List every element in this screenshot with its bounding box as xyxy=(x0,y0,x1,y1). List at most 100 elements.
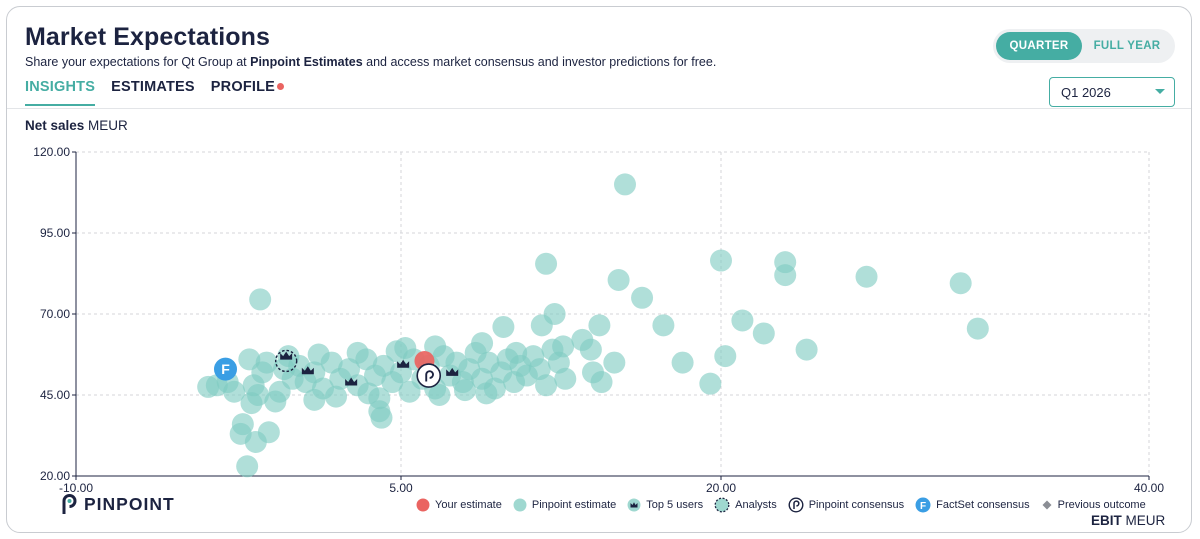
estimate-point xyxy=(535,374,558,397)
subtitle-text-post: and access market consensus and investor… xyxy=(362,55,717,69)
analysts-marker xyxy=(274,349,298,373)
estimate-point xyxy=(966,317,989,340)
estimate-point xyxy=(752,322,775,345)
full-year-toggle-button[interactable]: FULL YEAR xyxy=(1093,40,1161,52)
legend-item-factset-consensus: F FactSet consensus xyxy=(915,497,1030,513)
estimate-point xyxy=(385,340,408,363)
x-tick-label: 40.00 xyxy=(1134,481,1164,495)
legend-label: Pinpoint estimate xyxy=(531,499,617,511)
pinpoint-logo-text: PINPOINT xyxy=(84,493,175,514)
svg-text:F: F xyxy=(920,501,926,512)
estimate-point xyxy=(855,265,878,288)
estimate-point xyxy=(590,371,613,394)
y-tick-label: 20.00 xyxy=(40,469,70,483)
estimate-point xyxy=(257,421,280,444)
estimate-point xyxy=(357,382,380,405)
estimate-point xyxy=(543,303,566,325)
x-tick-label: 5.00 xyxy=(389,481,413,495)
estimate-point xyxy=(714,345,737,368)
pinpoint-logo-icon xyxy=(62,494,77,514)
estimate-point xyxy=(492,315,515,338)
y-axis-label-unit: MEUR xyxy=(84,118,128,133)
estimate-point xyxy=(949,272,972,295)
estimate-point xyxy=(710,249,732,272)
legend-label: Pinpoint consensus xyxy=(808,499,905,511)
x-tick-label: -10.00 xyxy=(59,481,93,495)
page-subtitle: Share your expectations for Qt Group at … xyxy=(25,55,716,69)
dashed-circle-icon xyxy=(714,497,730,513)
subtitle-link-pinpoint-estimates[interactable]: Pinpoint Estimates xyxy=(250,55,363,69)
period-toggle: QUARTER FULL YEAR xyxy=(993,29,1175,63)
estimate-point xyxy=(424,335,447,358)
estimate-point xyxy=(303,388,326,411)
top-user-crown-icon xyxy=(397,359,410,368)
estimate-point xyxy=(535,252,558,275)
estimate-point xyxy=(370,406,393,429)
tab-estimates[interactable]: ESTIMATES xyxy=(111,79,195,95)
estimate-point xyxy=(471,332,494,355)
top-user-crown-icon xyxy=(280,351,293,360)
y-tick-label: 45.00 xyxy=(40,388,70,402)
estimate-point xyxy=(303,361,326,384)
estimate-point xyxy=(372,354,395,377)
crown-icon xyxy=(627,498,641,512)
top-user-crown-icon xyxy=(345,377,358,386)
estimate-point xyxy=(346,341,369,364)
estimate-point xyxy=(475,382,498,405)
estimate-point xyxy=(699,372,722,395)
estimate-point xyxy=(795,338,818,361)
estimate-point xyxy=(398,380,421,403)
estimate-point xyxy=(671,351,694,374)
tab-divider xyxy=(7,108,1191,109)
legend-label: Analysts xyxy=(735,499,777,511)
legend-label: Previous outcome xyxy=(1057,499,1146,511)
legend-item-previous-outcome: Previous outcome xyxy=(1041,499,1146,511)
tab-bar: INSIGHTS ESTIMATES PROFILE xyxy=(25,79,285,106)
tab-insights[interactable]: INSIGHTS xyxy=(25,79,96,106)
subtitle-text-pre: Share your expectations for Qt Group at xyxy=(25,55,251,69)
estimate-point xyxy=(603,351,626,374)
notification-dot-icon xyxy=(277,82,285,90)
pinpoint-p-icon xyxy=(425,370,434,382)
period-select[interactable]: Q1 2026 xyxy=(1049,77,1175,107)
quarter-toggle-button[interactable]: QUARTER xyxy=(996,32,1082,60)
estimate-point xyxy=(652,314,675,337)
tab-profile-label: PROFILE xyxy=(210,79,276,95)
estimate-point xyxy=(554,367,577,390)
top-user-crown-icon xyxy=(446,367,459,376)
legend-item-your-estimate: Your estimate xyxy=(416,498,502,512)
estimate-point xyxy=(231,413,254,436)
estimate-point xyxy=(428,384,451,406)
x-axis-label-bold: EBIT xyxy=(1091,513,1122,528)
tab-profile[interactable]: PROFILE xyxy=(210,79,285,106)
estimate-point xyxy=(325,385,347,408)
y-axis-label-bold: Net sales xyxy=(25,118,85,133)
period-select-value: Q1 2026 xyxy=(1061,84,1111,100)
y-axis-label: Net sales MEUR xyxy=(25,118,128,133)
estimate-point xyxy=(454,379,476,402)
teal-dot-icon xyxy=(513,498,527,512)
scatter-chart: 20.00 45.00 70.00 95.00 120.00 -10.00 5.00 20.0… xyxy=(33,145,1164,495)
estimate-point xyxy=(264,390,287,413)
diamond-icon xyxy=(1042,500,1052,510)
pinpoint-consensus-marker xyxy=(416,363,442,388)
legend-label: FactSet consensus xyxy=(936,499,1030,511)
page-title: Market Expectations xyxy=(25,23,271,51)
estimate-point xyxy=(255,351,278,374)
estimate-point xyxy=(588,314,611,337)
pinpoint-p-icon xyxy=(788,497,804,513)
red-dot-icon xyxy=(416,498,430,512)
pinpoint-logo: PINPOINT xyxy=(61,493,175,515)
factset-f-icon: F xyxy=(221,361,230,377)
chevron-down-icon xyxy=(1155,89,1165,94)
legend-label: Your estimate xyxy=(435,499,502,511)
legend-item-pinpoint-estimate: Pinpoint estimate xyxy=(513,498,616,512)
estimate-point xyxy=(607,268,630,291)
estimate-point xyxy=(307,343,330,366)
estimate-point xyxy=(338,358,360,381)
chart-legend: Your estimate Pinpoint estimate Top 5 us… xyxy=(416,497,1157,513)
estimate-point xyxy=(249,288,272,311)
legend-item-analysts: Analysts xyxy=(714,497,777,513)
estimate-point xyxy=(223,380,246,403)
y-tick-label: 120.00 xyxy=(33,145,70,159)
